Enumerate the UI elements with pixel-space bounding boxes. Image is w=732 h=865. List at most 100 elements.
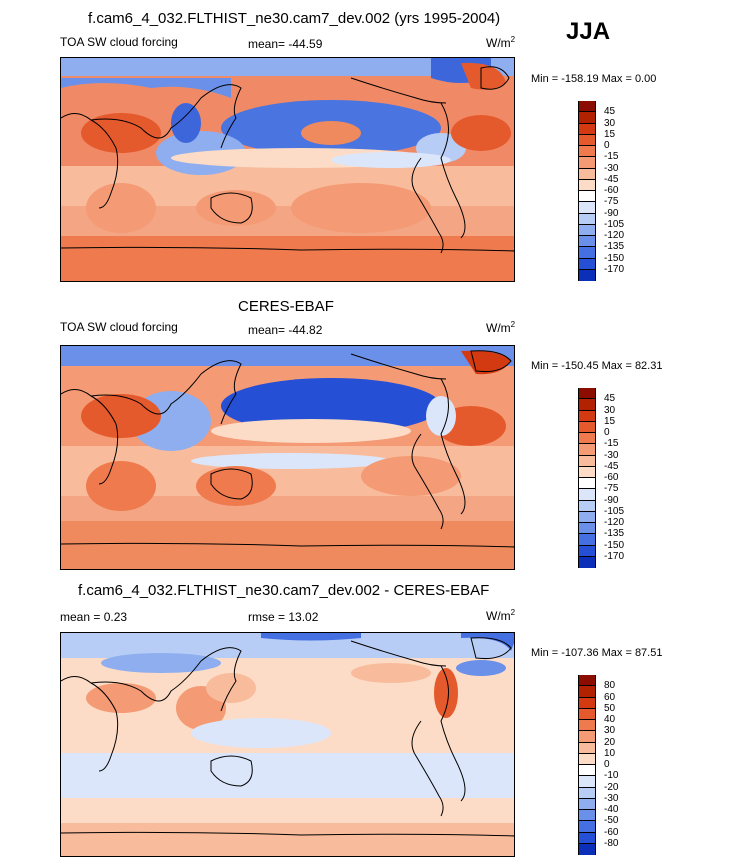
colorbar-tick-label: -30 — [604, 792, 619, 804]
colorbar-tick-label: 15 — [604, 415, 616, 427]
panel-1-colorbar: 45 30 15 0 -15 -30 -45 -60 -75 -90 -105 -120 -135 -15… — [578, 101, 624, 281]
colorbar-tick-label: -50 — [604, 815, 619, 827]
colorbar-segment — [579, 511, 595, 523]
panel-2-title: CERES-EBAF — [238, 298, 334, 315]
colorbar-tick-label: -30 — [604, 162, 619, 174]
colorbar-tick-label: -150 — [604, 539, 625, 551]
colorbar-segment — [579, 821, 595, 833]
colorbar-tick-label: 60 — [604, 691, 616, 703]
colorbar-tick-label: -80 — [604, 837, 619, 849]
colorbar-segment — [579, 523, 595, 535]
colorbar-segment — [579, 832, 595, 844]
panel-1-title: f.cam6_4_032.FLTHIST_ne30.cam7_dev.002 (… — [88, 10, 501, 27]
colorbar-tick-label: 30 — [604, 117, 616, 129]
colorbar-segment — [579, 213, 595, 225]
colorbar-tick-label: 80 — [604, 680, 616, 692]
panel-3-map — [60, 632, 515, 857]
colorbar-segment — [579, 686, 595, 698]
panel-2-variable: TOA SW cloud forcing — [60, 320, 178, 334]
panel-3-colorbar-box — [578, 675, 596, 855]
panel-1-units: W/m2 — [486, 35, 516, 50]
colorbar-segment — [579, 742, 595, 754]
colorbar-tick-label: -10 — [604, 770, 619, 782]
panel-2-minmax: Min = -150.45 Max = 82.31 — [531, 360, 663, 372]
colorbar-tick-label: -135 — [604, 528, 625, 540]
colorbar-tick-label: 30 — [604, 404, 616, 416]
colorbar-segment — [579, 168, 595, 180]
panel-2-mean: mean= -44.82 — [248, 323, 323, 337]
colorbar-segment — [579, 731, 595, 743]
colorbar-segment — [579, 675, 595, 687]
colorbar-segment — [579, 810, 595, 822]
colorbar-tick-label: 0 — [604, 140, 610, 151]
colorbar-segment — [579, 765, 595, 777]
colorbar-tick-label: 50 — [604, 702, 616, 714]
panel-3-title: f.cam6_4_032.FLTHIST_ne30.cam7_dev.002 -… — [78, 582, 490, 599]
colorbar-segment — [579, 444, 595, 456]
colorbar-segment — [579, 179, 595, 191]
colorbar-tick-label: 10 — [604, 747, 616, 759]
colorbar-segment — [579, 556, 595, 568]
panel-2-colorbar-box — [578, 388, 596, 568]
colorbar-segment — [579, 753, 595, 765]
colorbar-tick-label: -105 — [604, 218, 625, 230]
colorbar-tick-label: -150 — [604, 252, 625, 264]
colorbar-tick-label: -40 — [604, 804, 619, 815]
colorbar-tick-label: -45 — [604, 460, 619, 472]
colorbar-tick-label: -170 — [604, 550, 625, 562]
colorbar-segment — [579, 455, 595, 467]
colorbar-tick-label: -90 — [604, 207, 619, 219]
colorbar-segment — [579, 433, 595, 445]
colorbar-segment — [579, 500, 595, 512]
panel-1-mean: mean= -44.59 — [248, 37, 323, 51]
colorbar-segment — [579, 112, 595, 124]
colorbar-tick-label: 30 — [604, 725, 616, 737]
colorbar-segment — [579, 236, 595, 248]
colorbar-tick-label: -170 — [604, 263, 625, 275]
colorbar-segment — [579, 478, 595, 490]
panel-3-colorbar: 80 60 50 40 30 20 10 0 -10 -20 -30 -40 -50 -60 -80 — [578, 675, 618, 855]
colorbar-tick-label: -135 — [604, 241, 625, 253]
colorbar-tick-label: -60 — [604, 826, 619, 838]
colorbar-tick-label: 40 — [604, 714, 616, 725]
panel-1-colorbar-box — [578, 101, 596, 281]
colorbar-tick-label: -15 — [604, 151, 619, 163]
panel-1-minmax: Min = -158.19 Max = 0.00 — [531, 73, 657, 85]
colorbar-segment — [579, 388, 595, 400]
colorbar-segment — [579, 466, 595, 478]
colorbar-tick-label: -105 — [604, 505, 625, 517]
colorbar-segment — [579, 269, 595, 281]
colorbar-segment — [579, 720, 595, 732]
colorbar-segment — [579, 247, 595, 259]
panel-1-variable: TOA SW cloud forcing — [60, 35, 178, 49]
colorbar-tick-label: 45 — [604, 393, 616, 405]
colorbar-segment — [579, 421, 595, 433]
colorbar-segment — [579, 545, 595, 557]
panel-3-rmse: rmse = 13.02 — [248, 610, 319, 624]
colorbar-segment — [579, 224, 595, 236]
colorbar-segment — [579, 157, 595, 169]
panel-1-map — [60, 57, 515, 282]
colorbar-tick-label: 20 — [604, 736, 616, 748]
panel-2-map — [60, 345, 515, 570]
panel-3-units: W/m2 — [486, 608, 516, 623]
colorbar-segment — [579, 697, 595, 709]
colorbar-tick-label: -20 — [604, 781, 619, 793]
colorbar-tick-label: -75 — [604, 483, 619, 495]
colorbar-segment — [579, 534, 595, 546]
colorbar-tick-label: -120 — [604, 230, 625, 241]
colorbar-tick-label: -60 — [604, 185, 619, 196]
colorbar-segment — [579, 101, 595, 113]
panel-2-units: W/m2 — [486, 320, 516, 335]
season-label: JJA — [566, 18, 611, 45]
colorbar-tick-label: 0 — [604, 427, 610, 438]
colorbar-segment — [579, 843, 595, 855]
colorbar-tick-label: -30 — [604, 449, 619, 461]
colorbar-tick-label: -15 — [604, 438, 619, 450]
colorbar-segment — [579, 798, 595, 810]
colorbar-tick-label: 0 — [604, 759, 610, 770]
colorbar-tick-label: -60 — [604, 472, 619, 483]
panel-2-map-svg — [61, 346, 514, 569]
colorbar-tick-label: 15 — [604, 128, 616, 140]
colorbar-segment — [579, 134, 595, 146]
